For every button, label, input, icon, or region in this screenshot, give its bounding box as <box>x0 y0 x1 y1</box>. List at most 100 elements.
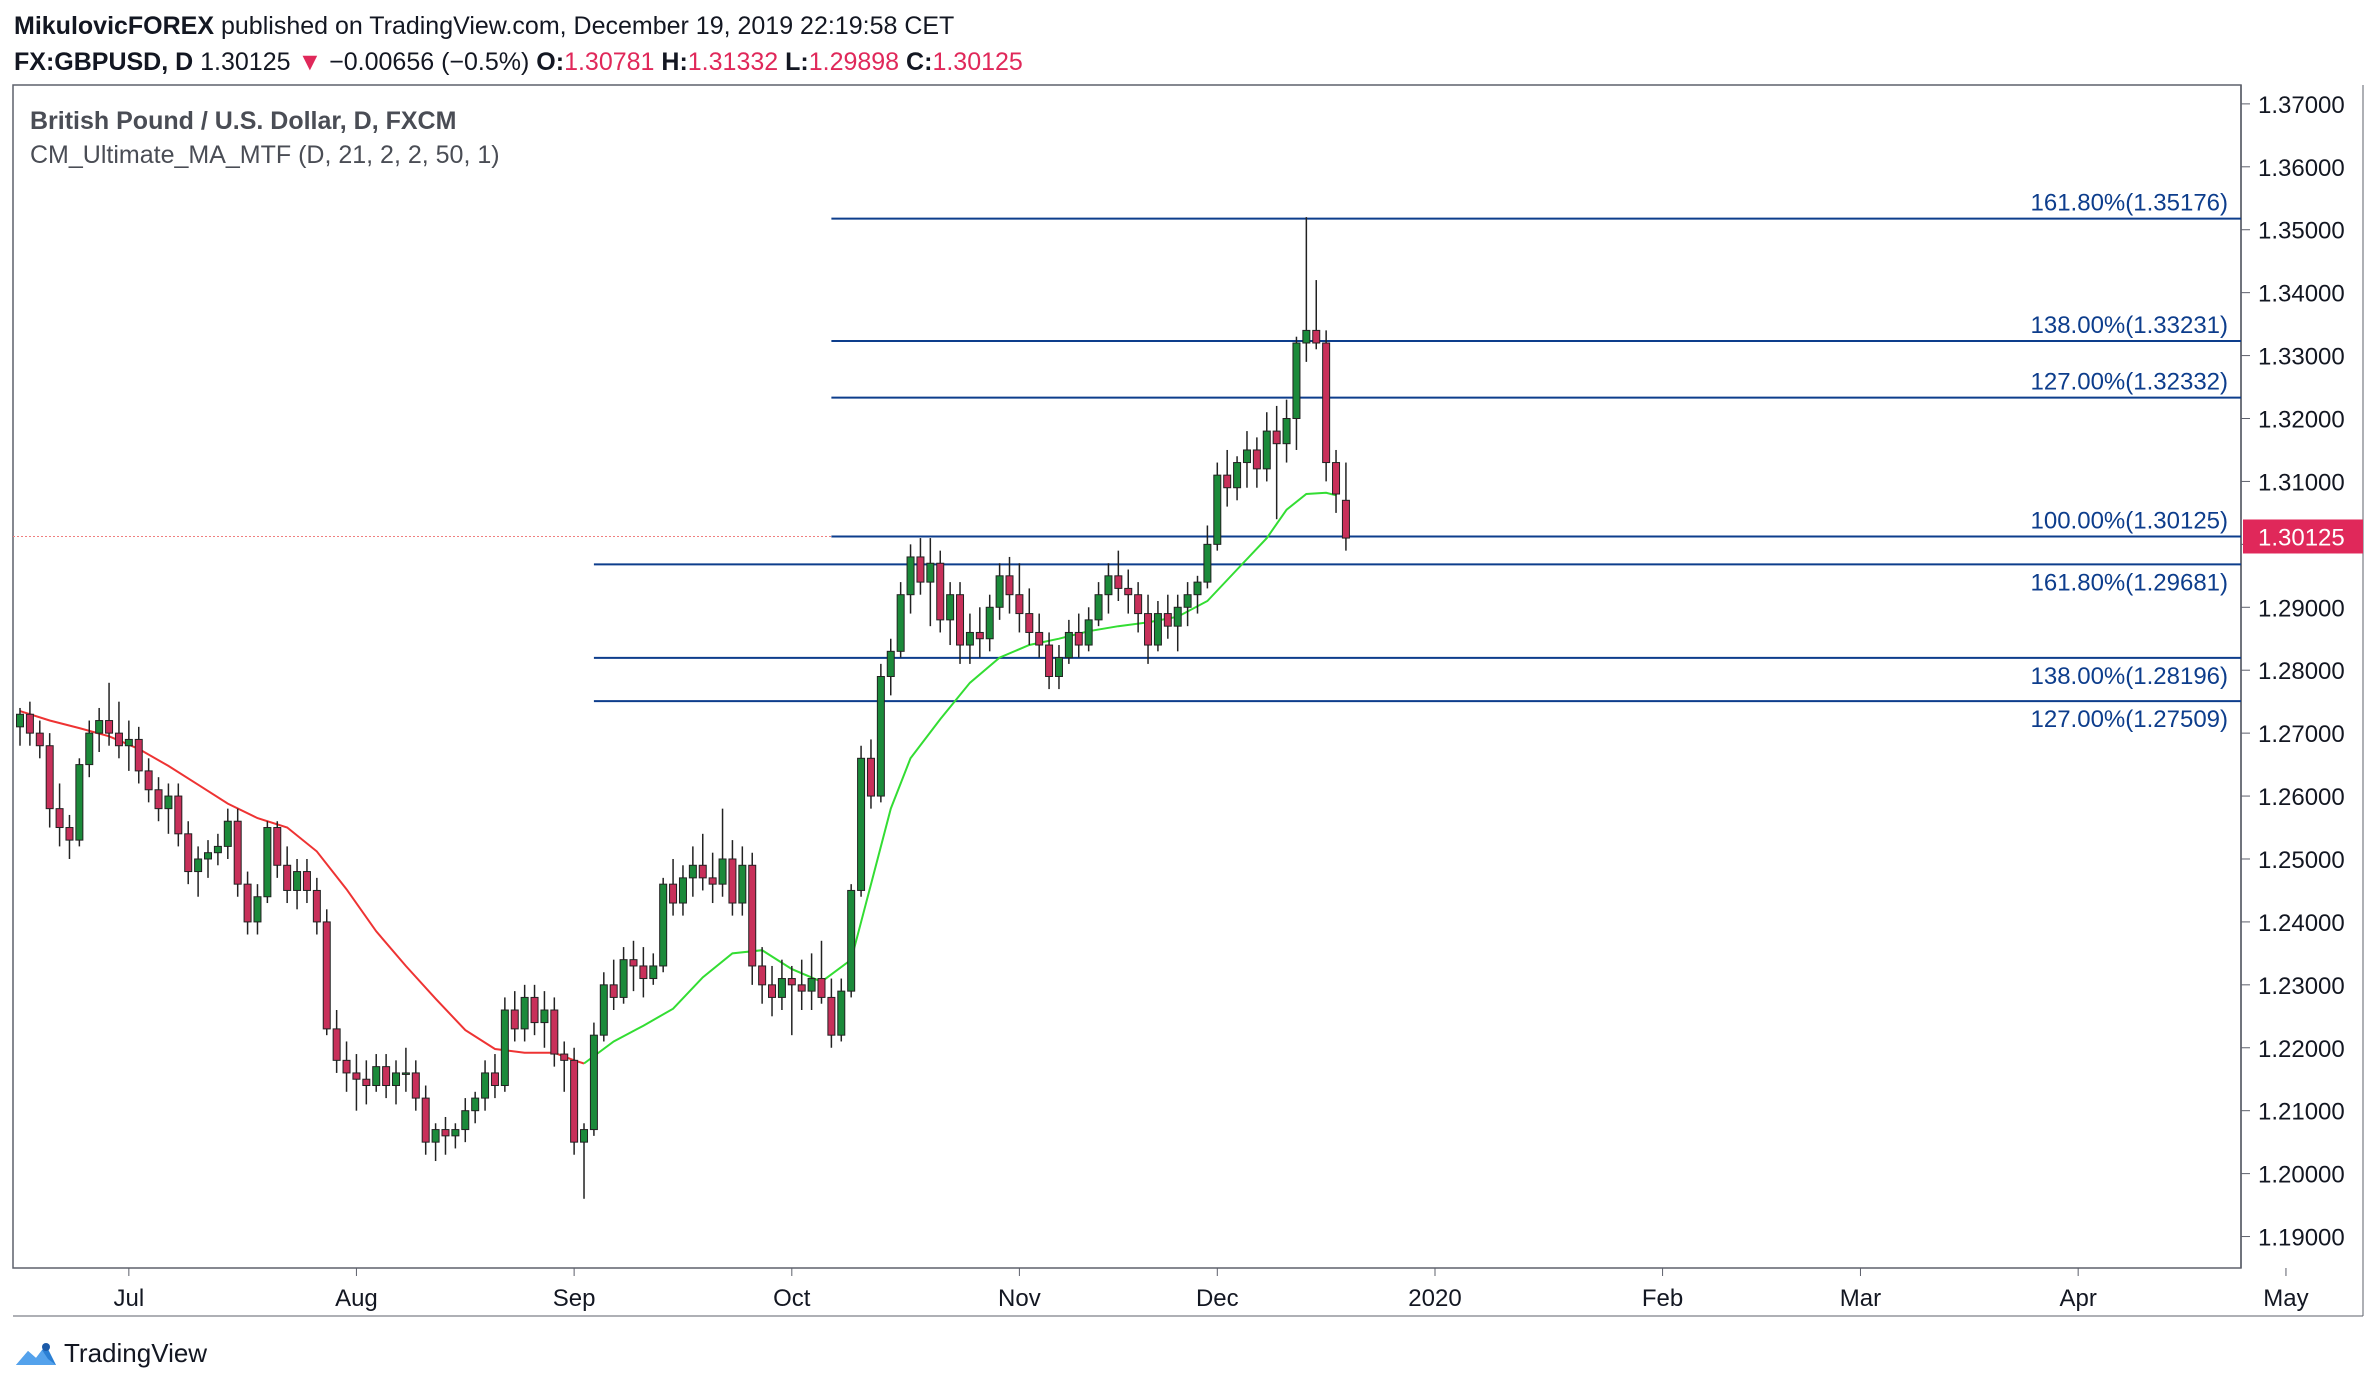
candle-body <box>1272 430 1281 445</box>
published-text: published on TradingView.com, December 1… <box>214 12 955 40</box>
candle-body <box>500 1009 509 1087</box>
candle-body <box>105 720 114 734</box>
candle-body <box>1035 631 1044 646</box>
price-tick-label: 1.19000 <box>2258 1225 2345 1252</box>
open-label: O: <box>536 48 565 76</box>
time-axis[interactable]: Jul Aug Sep Oct Nov Dec 2020 Feb Mar Apr May <box>114 1268 2309 1312</box>
candle-body <box>1045 644 1054 677</box>
candle-body <box>599 984 608 1036</box>
legend-title[interactable]: British Pound / U.S. Dollar, D, FXCM <box>30 107 457 135</box>
price-axis[interactable]: 1.19000 1.20000 1.21000 1.22000 1.23000 1.240… <box>2241 92 2345 1252</box>
candle-body <box>1233 462 1242 489</box>
high-label: H: <box>661 48 688 76</box>
candle-body <box>580 1129 589 1143</box>
price-tick-label: 1.31000 <box>2258 469 2345 496</box>
candle-body <box>678 877 687 904</box>
candle-body <box>540 1009 549 1024</box>
candle-body <box>797 984 806 992</box>
candle-body <box>55 808 64 829</box>
candle-body <box>629 959 638 967</box>
candle-body <box>312 889 321 923</box>
candle-body <box>164 795 173 810</box>
price-tick-label: 1.26000 <box>2258 784 2345 811</box>
price-tick-label: 1.24000 <box>2258 910 2345 937</box>
candle-body <box>817 978 826 998</box>
price-tag-box <box>2243 519 2363 554</box>
candle-body <box>1074 631 1083 646</box>
price-tick-label: 1.37000 <box>2258 92 2345 119</box>
candle-body <box>619 959 628 998</box>
candle-body <box>1213 474 1222 545</box>
author-name[interactable]: MikulovicFOREX <box>14 12 215 40</box>
fibonacci-levels[interactable]: 161.80%(1.35176) 138.00%(1.33231) 127.00%(… <box>593 190 2241 733</box>
low-label: L: <box>785 48 809 76</box>
candle-body <box>748 864 757 967</box>
candle-body <box>114 732 123 747</box>
price-tick-label: 1.32000 <box>2258 407 2345 434</box>
candle-body <box>1312 329 1321 344</box>
candle-body <box>985 606 994 640</box>
candle-body <box>1292 342 1301 420</box>
fib-level-label: 127.00%(1.32332) <box>2031 369 2228 396</box>
candle-body <box>1134 594 1143 615</box>
legend-indicator[interactable]: CM_Ultimate_MA_MTF (D, 21, 2, 2, 50, 1) <box>30 141 500 169</box>
candle-body <box>16 713 24 728</box>
candle-body <box>45 745 54 810</box>
candle-body <box>302 871 311 891</box>
candle-body <box>332 1028 341 1061</box>
candle-body <box>1203 543 1212 583</box>
candle-body <box>1193 581 1202 596</box>
candle-body <box>431 1129 440 1143</box>
price-tick-label: 1.29000 <box>2258 595 2345 622</box>
price-tick-label: 1.25000 <box>2258 847 2345 874</box>
candle-body <box>1144 613 1153 646</box>
candle-body <box>1064 631 1073 659</box>
candle-body <box>1252 449 1261 470</box>
candle-body <box>1054 657 1063 677</box>
candle-body <box>154 789 163 810</box>
candle-body <box>1153 613 1162 646</box>
candle-body <box>65 827 74 841</box>
candle-body <box>372 1066 381 1087</box>
candle-body <box>223 820 232 847</box>
candle-body <box>906 556 915 596</box>
candle-body <box>1094 594 1103 621</box>
candle-body <box>174 795 183 835</box>
candle-body <box>777 978 786 998</box>
candle-body <box>1163 613 1172 627</box>
candle-body <box>609 984 618 998</box>
footer-brand[interactable]: TradingView <box>64 1338 208 1368</box>
candle-body <box>441 1129 450 1137</box>
candle-body <box>233 820 242 885</box>
candle-body <box>956 594 965 646</box>
candle-body <box>659 883 668 967</box>
candle-body <box>490 1072 499 1087</box>
time-tick-label: Dec <box>1196 1285 1239 1312</box>
price-tick-label: 1.23000 <box>2258 973 2345 1000</box>
symbol-line: FX:GBPUSD, D 1.30125 ▼ −0.00656 (−0.5%) … <box>14 46 1023 78</box>
time-tick-label: Nov <box>998 1285 1041 1312</box>
candle-body <box>322 921 331 1030</box>
price-change: −0.00656 (−0.5%) <box>329 48 530 76</box>
candle-body <box>95 720 104 734</box>
candle-body <box>461 1110 470 1131</box>
candle-body <box>194 858 203 873</box>
candle-body <box>392 1072 401 1087</box>
candle-body <box>401 1072 410 1075</box>
time-tick-label: Aug <box>335 1285 378 1312</box>
chart-legend: British Pound / U.S. Dollar, D, FXCM CM_… <box>30 104 500 172</box>
footer: TradingView <box>14 1338 207 1369</box>
fib-level-label: 100.00%(1.30125) <box>2031 507 2228 534</box>
ma-line-red <box>19 710 585 1065</box>
time-tick-label: Feb <box>1642 1285 1683 1312</box>
time-tick-label: Sep <box>553 1285 596 1312</box>
tradingview-logo-icon[interactable] <box>14 1339 58 1369</box>
candle-body <box>1173 606 1182 627</box>
candle-body <box>1104 575 1113 596</box>
candle-body <box>639 965 648 980</box>
candle-body <box>975 631 984 640</box>
time-tick-label: May <box>2263 1285 2308 1312</box>
candle-body <box>698 864 707 879</box>
candle-body <box>1262 430 1271 470</box>
